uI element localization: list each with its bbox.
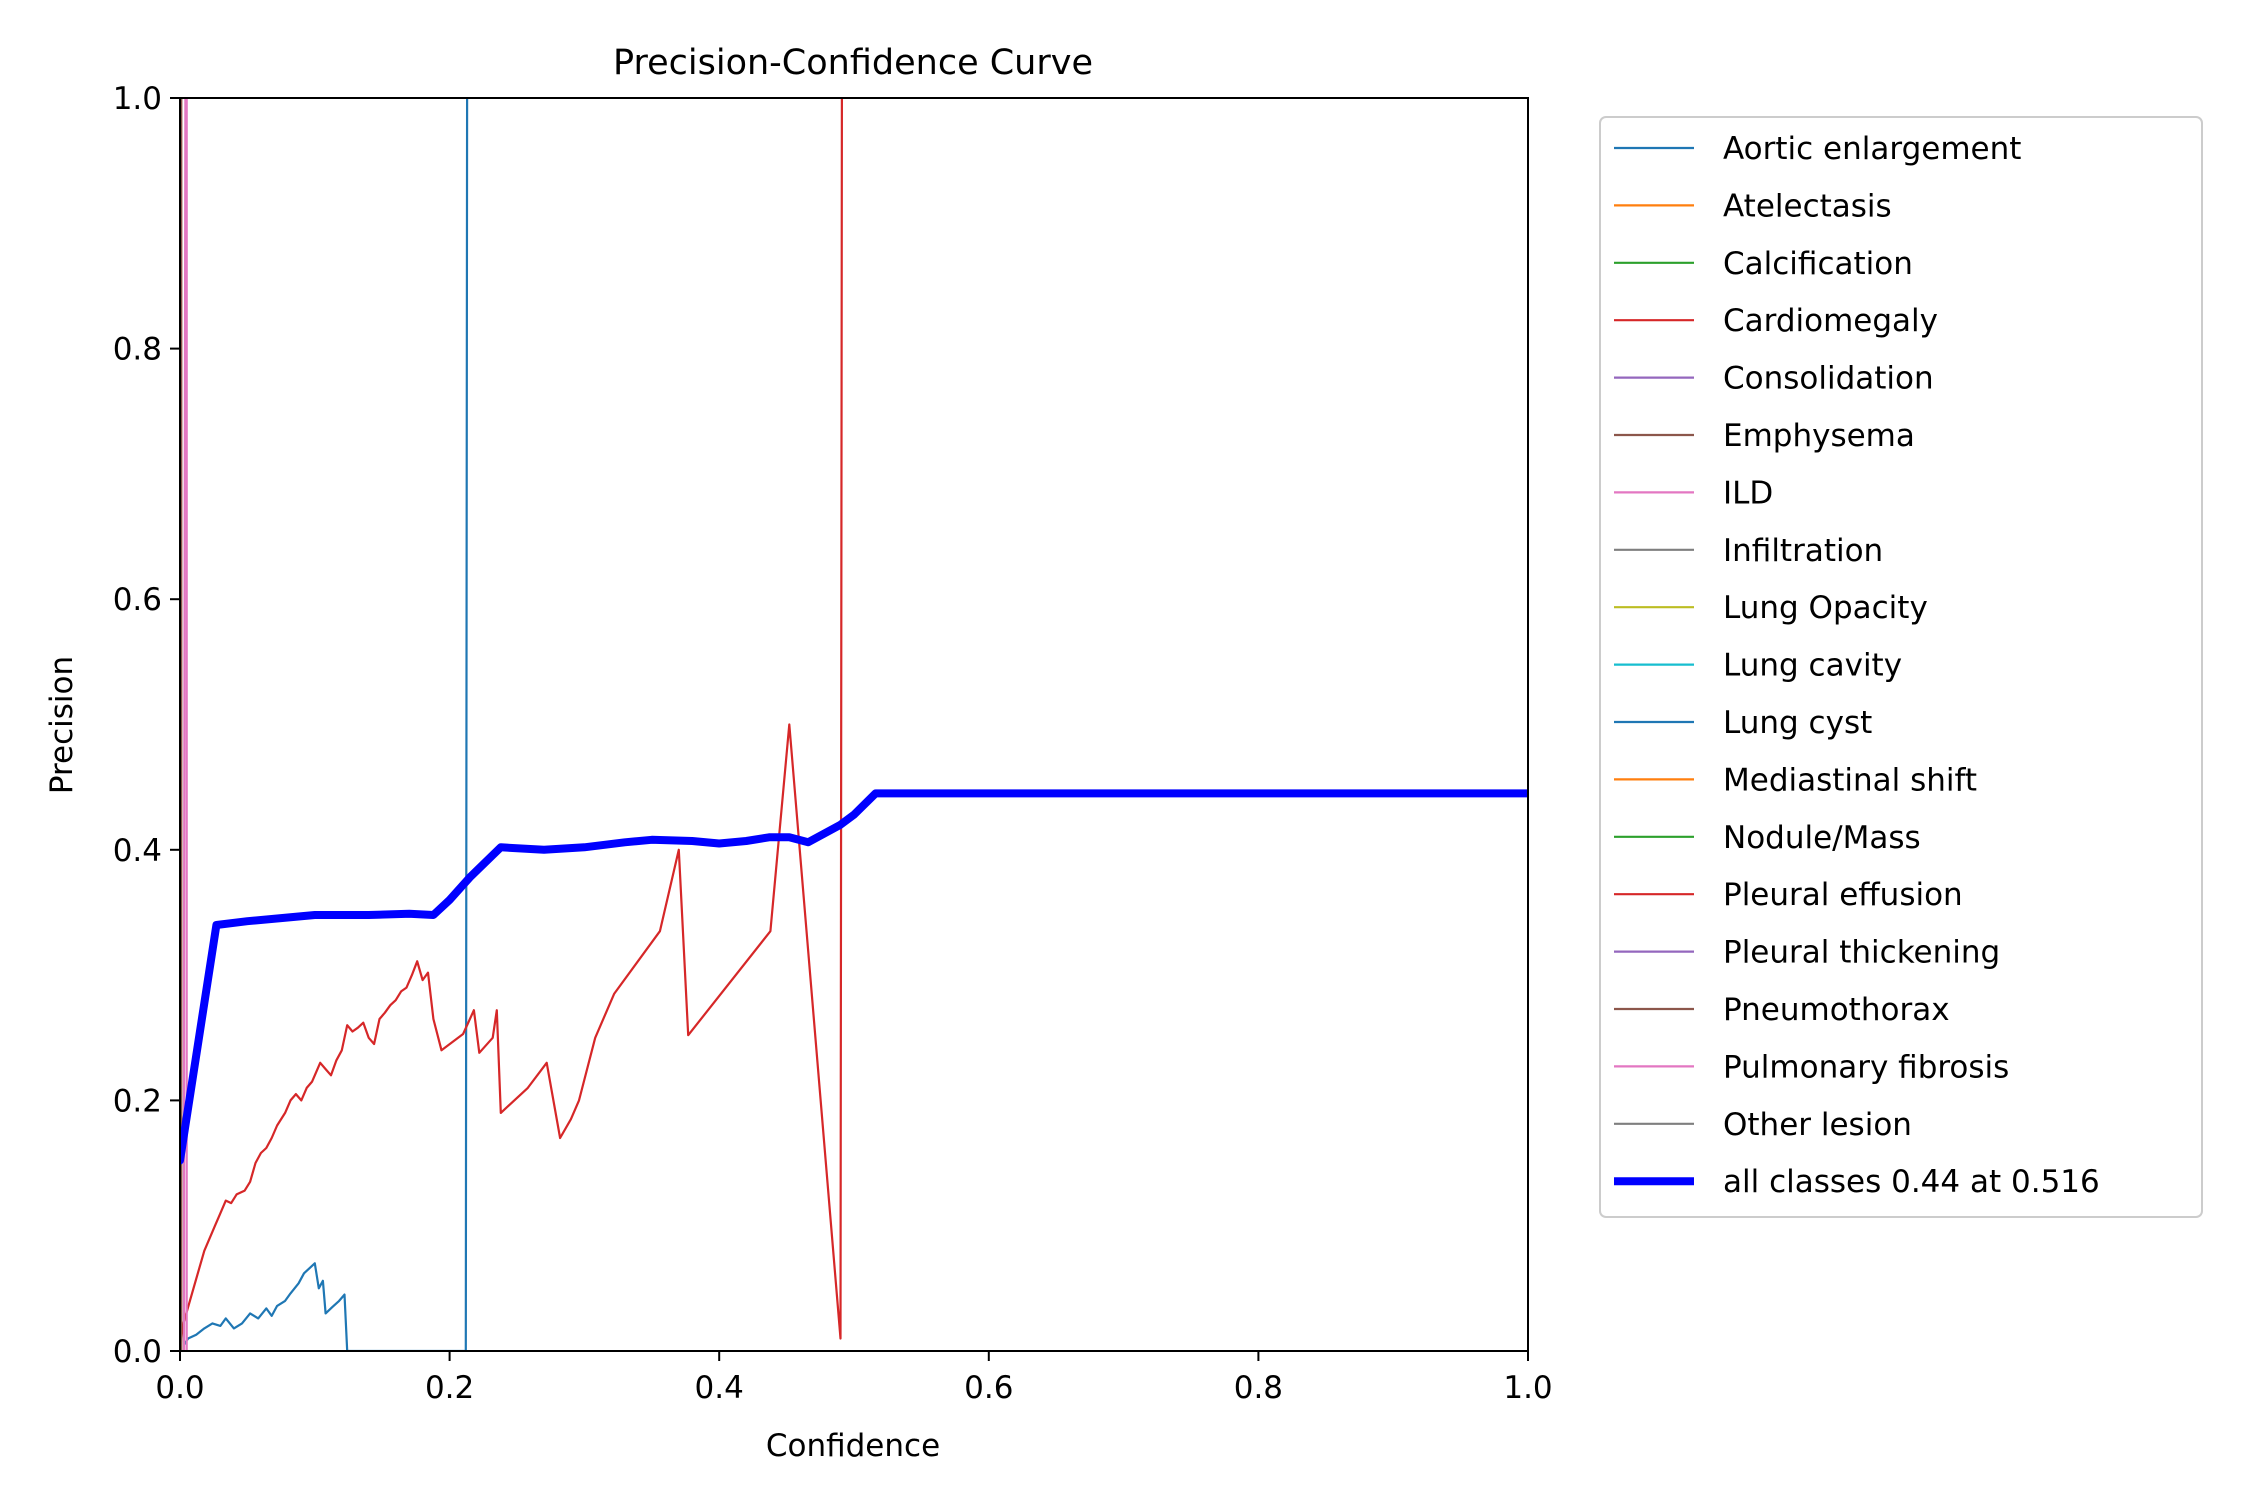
legend-label-infiltration: Infiltration (1723, 533, 1883, 569)
y-tick-label: 0.0 (113, 1334, 162, 1370)
legend-label-pleural-effusion: Pleural effusion (1723, 877, 1963, 913)
legend: Aortic enlargement Atelectasis Calcificati… (1599, 116, 2203, 1218)
series-line-all-classes-0-44-at-0-516 (180, 789, 1528, 1165)
legend-label-calcification: Calcification (1723, 246, 1913, 282)
legend-label-cardiomegaly: Cardiomegaly (1723, 303, 1938, 339)
x-tick-label: 0.2 (425, 1370, 474, 1406)
chart-title: Precision-Confidence Curve (613, 43, 1093, 83)
legend-label-other-lesion: Other lesion (1723, 1107, 1912, 1143)
x-axis-label: Confidence (766, 1428, 940, 1464)
x-tick-label: 0.6 (964, 1370, 1013, 1406)
legend-label-pleural-thickening: Pleural thickening (1723, 935, 2000, 971)
x-tick-label: 0.0 (155, 1370, 204, 1406)
x-tick-label: 0.4 (695, 1370, 744, 1406)
legend-label-nodule-mass: Nodule/Mass (1723, 820, 1921, 856)
series-line-ild (182, 98, 187, 1351)
legend-label-atelectasis: Atelectasis (1723, 188, 1892, 224)
legend-label-emphysema: Emphysema (1723, 418, 1915, 454)
legend-label-lung-cavity: Lung cavity (1723, 648, 1902, 684)
series-layer (180, 98, 1528, 1351)
legend-label-pulmonary-fibrosis: Pulmonary fibrosis (1723, 1049, 2009, 1085)
legend-label-lung-cyst: Lung cyst (1723, 705, 1872, 741)
legend-label-ild: ILD (1723, 475, 1773, 511)
legend-label-consolidation: Consolidation (1723, 361, 1934, 397)
legend-items: Aortic enlargement Atelectasis Calcificati… (1614, 131, 2100, 1200)
legend-label-lung-opacity: Lung Opacity (1723, 590, 1928, 626)
y-tick-label: 0.8 (113, 332, 162, 368)
series-line-cardiomegaly (180, 98, 843, 1351)
legend-frame (1599, 116, 2203, 1218)
y-tick-label: 0.4 (113, 833, 162, 869)
ticks-layer: 0.0 0.2 0.4 0.6 0.8 1.0 0.0 0.2 0.4 0.6 0.8 1.0 (113, 81, 1553, 1406)
x-tick-label: 0.8 (1234, 1370, 1283, 1406)
legend-label-all-classes-0-44-at-0-516: all classes 0.44 at 0.516 (1723, 1164, 2100, 1200)
x-tick-label: 1.0 (1503, 1370, 1552, 1406)
plot-frame (179, 97, 1529, 1352)
legend-label-pneumothorax: Pneumothorax (1723, 992, 1950, 1028)
y-tick-label: 0.6 (113, 582, 162, 618)
legend-label-mediastinal-shift: Mediastinal shift (1723, 762, 1977, 798)
series-line-aortic-enlargement (183, 98, 469, 1351)
y-axis-label: Precision (44, 656, 80, 794)
legend-label-aortic-enlargement: Aortic enlargement (1723, 131, 2021, 167)
y-tick-label: 0.2 (113, 1083, 162, 1119)
y-tick-label: 1.0 (113, 81, 162, 117)
